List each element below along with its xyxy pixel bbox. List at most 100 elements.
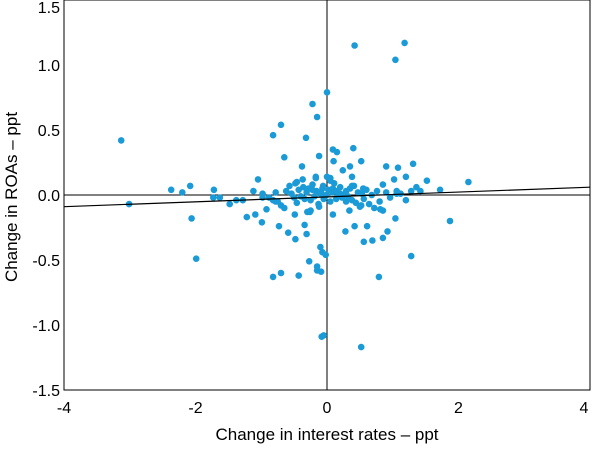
y-tick-label: -1.5: [32, 383, 60, 400]
data-point: [243, 213, 251, 221]
data-point: [407, 252, 415, 260]
data-point: [359, 185, 367, 192]
data-point: [305, 258, 313, 265]
data-point: [382, 189, 390, 196]
data-point: [350, 144, 357, 152]
data-point: [357, 202, 365, 209]
data-point: [330, 157, 337, 165]
data-point: [363, 222, 371, 230]
data-point: [275, 222, 283, 230]
data-point: [392, 215, 399, 222]
data-point: [379, 234, 387, 242]
plot-area: [63, 0, 591, 391]
data-point: [272, 189, 280, 196]
y-tick-label: 0.5: [38, 123, 60, 140]
data-point: [446, 217, 454, 225]
data-point: [373, 187, 381, 195]
data-point: [346, 163, 354, 170]
y-tick-label: 1.5: [38, 0, 60, 17]
data-point: [307, 207, 314, 214]
data-point: [357, 343, 365, 351]
y-tick-label: -1.0: [32, 318, 60, 335]
data-point: [309, 181, 316, 188]
data-point: [318, 333, 326, 341]
data-point: [417, 187, 424, 195]
data-point: [317, 268, 325, 276]
data-point: [351, 42, 358, 49]
data-point: [323, 89, 331, 96]
data-point: [342, 198, 350, 205]
data-point: [259, 190, 266, 197]
data-point: [371, 204, 378, 212]
trend-line: [63, 186, 591, 208]
data-point: [436, 186, 444, 194]
data-point: [254, 176, 262, 183]
data-point: [299, 176, 307, 183]
data-point: [277, 269, 285, 277]
data-point: [409, 160, 417, 168]
data-point: [402, 173, 410, 181]
data-point: [295, 272, 303, 279]
data-point: [188, 215, 195, 222]
data-point: [348, 173, 356, 181]
data-point: [392, 56, 399, 64]
data-point: [301, 195, 308, 203]
data-point: [386, 194, 394, 201]
x-tick-label: -4: [57, 400, 71, 417]
data-point: [282, 187, 290, 195]
data-point: [319, 182, 327, 190]
data-point: [272, 198, 280, 205]
data-point: [216, 194, 224, 201]
data-point: [348, 182, 356, 190]
data-point: [317, 189, 325, 196]
data-point: [365, 200, 373, 208]
data-point: [377, 206, 384, 213]
x-tick-label: 2: [454, 400, 463, 417]
data-point: [277, 121, 285, 129]
data-point: [357, 157, 365, 165]
data-point: [226, 200, 233, 208]
data-point: [465, 178, 472, 186]
data-point: [284, 229, 292, 236]
data-point: [329, 211, 337, 218]
data-point: [252, 211, 259, 218]
data-point: [298, 163, 306, 170]
data-point: [423, 177, 431, 184]
y-tick-label: 1.0: [38, 58, 60, 75]
data-point: [281, 204, 288, 212]
data-point: [117, 137, 125, 144]
data-point: [346, 207, 353, 214]
data-point: [384, 228, 391, 235]
data-point: [376, 198, 383, 205]
data-point: [339, 167, 347, 174]
data-point: [394, 164, 402, 171]
data-point: [336, 190, 344, 197]
y-axis-title: Change in ROAs – ppt: [2, 112, 21, 282]
data-point: [313, 113, 321, 121]
data-point: [292, 180, 299, 187]
data-point: [379, 181, 387, 188]
data-point: [210, 186, 218, 194]
data-point: [281, 154, 288, 161]
data-point: [401, 39, 408, 47]
data-point: [309, 100, 316, 108]
data-point: [192, 255, 200, 262]
data-point: [309, 186, 316, 194]
data-point: [286, 182, 293, 190]
y-tick-labels: 1.5 1.0 0.5 0.0 -0.5 -1.0 -1.5: [32, 0, 60, 400]
data-point: [315, 152, 323, 160]
data-point: [263, 206, 270, 213]
data-point: [360, 238, 368, 246]
data-point: [402, 196, 410, 204]
data-point: [407, 187, 415, 195]
x-tick-labels: -4 -2 0 2 4: [57, 400, 589, 417]
y-tick-label: 0.0: [38, 188, 60, 205]
data-point: [301, 221, 308, 229]
x-axis-title: Change in interest rates – ppt: [215, 425, 438, 444]
data-point: [300, 183, 307, 191]
data-point: [360, 195, 368, 203]
data-point: [167, 186, 175, 194]
data-point: [303, 230, 310, 238]
data-point: [393, 190, 401, 197]
data-point: [210, 194, 217, 201]
